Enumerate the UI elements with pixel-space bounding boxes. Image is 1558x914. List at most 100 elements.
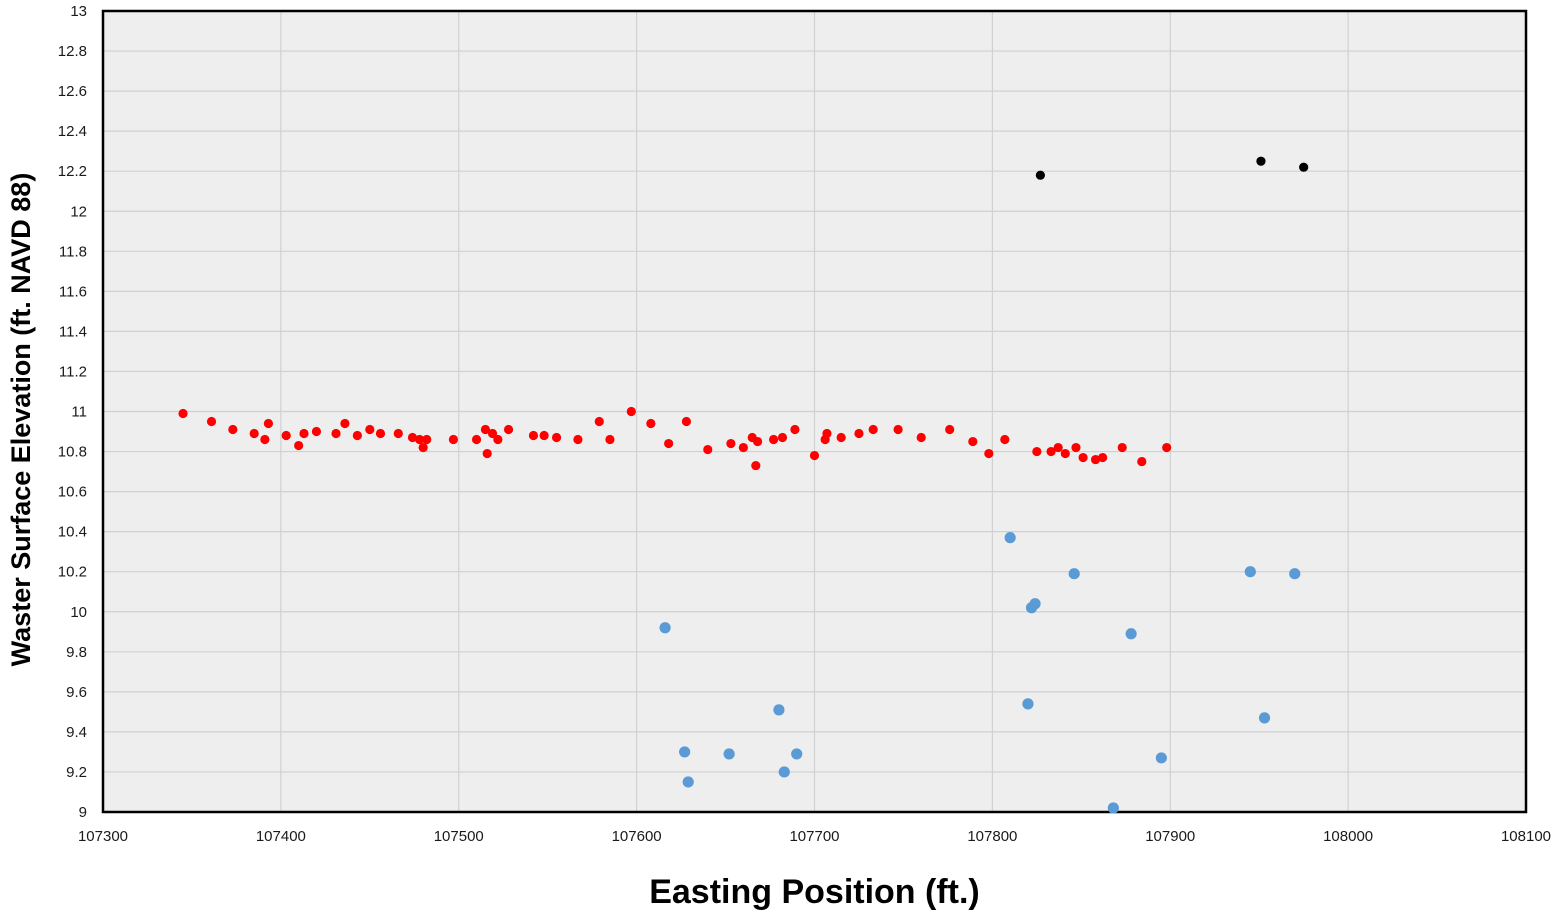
y-tick-label: 12 — [70, 203, 87, 220]
data-point — [723, 748, 735, 760]
y-tick-label: 9.4 — [66, 724, 87, 741]
data-point — [1117, 442, 1127, 453]
data-point — [968, 436, 978, 447]
data-point — [487, 428, 498, 439]
data-point — [1090, 454, 1101, 465]
data-point — [726, 438, 736, 449]
data-point — [365, 424, 375, 435]
y-tick-label: 12.4 — [58, 123, 87, 140]
data-point — [984, 448, 994, 459]
data-point — [482, 448, 492, 459]
data-point — [448, 434, 459, 445]
data-point — [738, 442, 748, 453]
data-point — [260, 434, 270, 445]
data-point — [263, 418, 274, 429]
data-point — [1299, 162, 1309, 172]
y-tick-label: 10.8 — [58, 444, 87, 461]
data-point — [480, 424, 491, 435]
x-tick-label: 107700 — [789, 828, 839, 845]
y-tick-label: 11.4 — [59, 323, 87, 340]
x-tick-label: 107900 — [1145, 828, 1195, 845]
data-point — [1053, 442, 1063, 453]
x-tick-label: 107400 — [256, 828, 306, 845]
data-point — [281, 430, 291, 441]
y-tick-label: 10.2 — [58, 564, 87, 581]
data-point — [422, 434, 432, 445]
data-point — [1155, 752, 1167, 764]
data-point — [752, 436, 763, 447]
data-point — [340, 418, 350, 429]
y-axis-title: Waster Surface Elevation (ft. NAVD 88) — [6, 173, 36, 667]
data-point — [1060, 448, 1070, 459]
data-point — [1137, 456, 1147, 467]
data-point — [375, 428, 386, 439]
y-tick-label: 10.6 — [58, 484, 87, 501]
y-tick-label: 9.8 — [66, 644, 87, 661]
x-axis-ticks: 107300 107400 107500 107600 107700 107800 1079… — [78, 828, 1551, 845]
data-point — [916, 432, 926, 443]
data-points — [178, 156, 1309, 814]
plot-frame — [101, 9, 1528, 814]
y-tick-label: 12.6 — [58, 83, 87, 100]
y-tick-label: 10.4 — [58, 524, 87, 541]
data-point — [682, 776, 694, 788]
y-tick-label: 11 — [71, 404, 87, 421]
data-point — [393, 428, 403, 439]
y-tick-label: 9.2 — [66, 764, 87, 781]
x-axis-title: Easting Position (ft.) — [649, 873, 980, 911]
data-point — [249, 428, 259, 439]
data-point — [773, 704, 785, 716]
data-point — [791, 748, 803, 760]
data-point — [415, 434, 425, 445]
y-tick-label: 11.8 — [59, 243, 87, 260]
data-point — [299, 428, 309, 439]
data-point — [854, 428, 864, 439]
data-point — [1098, 452, 1108, 463]
y-axis-ticks: 9 9.2 9.4 9.6 9.8 10 10.2 10.4 10.6 10.8 11 11.2 11.… — [58, 3, 87, 821]
data-point — [573, 434, 583, 445]
y-tick-label: 12.2 — [58, 163, 87, 180]
y-tick-label: 11.2 — [59, 363, 87, 380]
data-point — [594, 416, 604, 427]
data-point — [418, 442, 428, 453]
data-point — [1107, 802, 1119, 814]
data-point — [551, 432, 562, 443]
data-point — [1125, 628, 1137, 640]
data-point — [868, 424, 878, 435]
data-point — [809, 450, 820, 461]
data-point — [778, 766, 790, 778]
data-point — [751, 460, 761, 471]
data-point — [945, 424, 955, 435]
data-point — [228, 424, 238, 435]
gridlines — [102, 10, 1527, 813]
data-point — [768, 434, 779, 445]
data-point — [836, 432, 846, 443]
y-tick-label: 13 — [70, 3, 87, 20]
y-tick-label: 11.6 — [59, 283, 87, 300]
data-point — [311, 426, 322, 437]
data-point — [331, 428, 341, 439]
data-point — [539, 430, 549, 441]
data-point — [294, 440, 304, 451]
data-point — [1068, 568, 1080, 580]
data-point — [1029, 598, 1041, 610]
data-point — [471, 434, 482, 445]
data-point — [1071, 442, 1081, 453]
data-point — [790, 424, 800, 435]
data-point — [1162, 442, 1172, 453]
data-point — [664, 438, 674, 449]
data-point — [407, 432, 418, 443]
data-point — [681, 416, 692, 427]
data-point — [1032, 446, 1042, 457]
data-point — [822, 428, 832, 439]
data-point — [1035, 170, 1046, 180]
data-point — [503, 424, 514, 435]
y-tick-label: 9 — [79, 804, 87, 821]
data-point — [1289, 568, 1301, 580]
data-point — [1000, 434, 1010, 445]
data-point — [659, 622, 671, 634]
x-tick-label: 108000 — [1323, 828, 1373, 845]
data-point — [1078, 452, 1088, 463]
x-tick-label: 107500 — [434, 828, 484, 845]
